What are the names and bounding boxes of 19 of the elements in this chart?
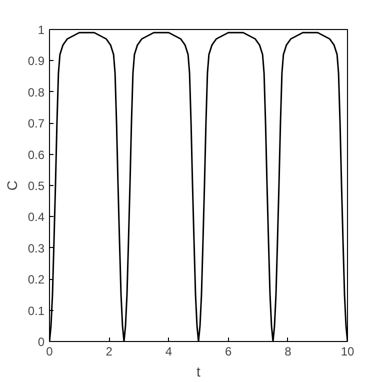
x-tick-label: 8	[284, 344, 292, 358]
y-tick-label: 0.5	[28, 179, 45, 193]
y-tick-label: 0.3	[28, 241, 45, 256]
x-tick-label: 6	[224, 344, 232, 358]
x-tick-label: 2	[106, 344, 113, 358]
y-tick-label: 1	[38, 23, 45, 37]
y-tick-label: 0.1	[28, 304, 45, 318]
y-tick-label: 0	[38, 335, 45, 349]
x-tick-label: 4	[165, 344, 172, 358]
y-tick-label: 0.4	[28, 210, 45, 224]
x-tick-label: 10	[340, 344, 354, 358]
x-axis-title: t	[196, 364, 201, 380]
y-axis-title: C	[4, 180, 20, 191]
x-tick-label: 0	[46, 344, 54, 358]
y-tick-label: 0.7	[28, 116, 45, 131]
y-tick-label: 0.6	[28, 148, 45, 162]
y-tick-label: 0.2	[28, 272, 45, 287]
y-tick-label: 0.9	[28, 54, 45, 68]
y-tick-label: 0.8	[28, 85, 45, 100]
